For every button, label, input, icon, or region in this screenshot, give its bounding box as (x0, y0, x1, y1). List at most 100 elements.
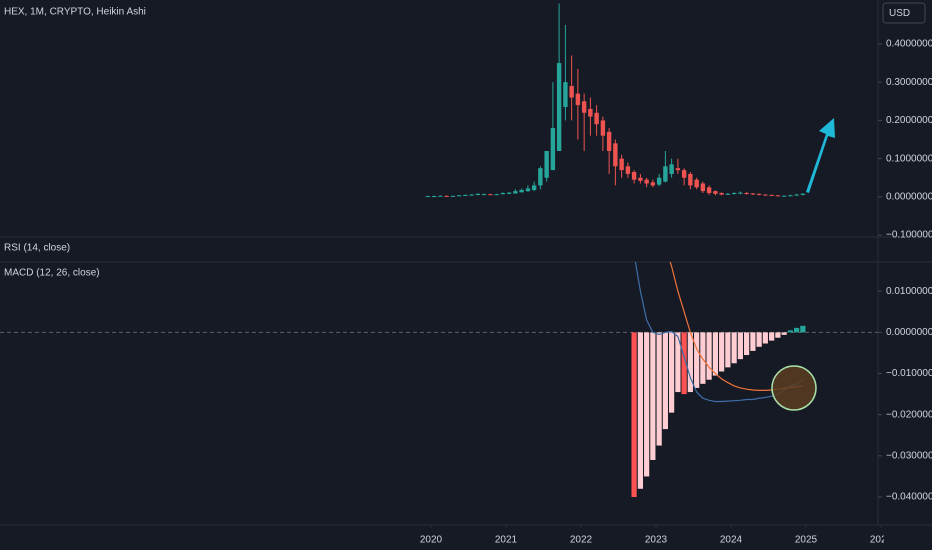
x-tick-label: 2021 (495, 535, 518, 546)
candle-body (563, 82, 568, 108)
candle-body (450, 195, 456, 197)
y-tick-label: 0.2000000 (886, 115, 932, 126)
candle-body (781, 195, 787, 197)
candle-body (700, 183, 706, 192)
histogram-bar (762, 332, 768, 344)
candle-body (431, 196, 437, 198)
candle-body (756, 193, 762, 195)
x-tick-label: 2020 (420, 535, 443, 546)
histogram-bar (787, 330, 794, 333)
histogram-bar (800, 325, 806, 333)
histogram-bar (650, 332, 656, 460)
x-tick-label: 2024 (720, 535, 743, 546)
candle-body (475, 193, 481, 195)
currency-button[interactable]: USD (882, 2, 926, 24)
y-tick-label: 0.0100000 (886, 286, 932, 297)
histogram-bar (744, 332, 750, 356)
candle-body (456, 195, 462, 197)
axes: 0.4000000 0.3000000 0.2000000 0.1000000 0.00… (878, 39, 932, 503)
y-tick-label: −0.0200000 (886, 409, 932, 420)
histogram-bar (631, 332, 637, 498)
y-tick-label: 0.0000000 (886, 192, 932, 203)
histogram-bar (737, 332, 743, 360)
candle-body (525, 188, 531, 192)
candle-body (794, 194, 799, 196)
candle-body (425, 196, 431, 198)
histogram-bar (681, 332, 687, 395)
candle-body (675, 168, 681, 171)
histogram-bar (781, 332, 787, 335)
candle-body (488, 194, 493, 196)
candle-body (513, 191, 518, 194)
candle-body (506, 192, 512, 194)
candle-body (644, 179, 649, 184)
candle-body (575, 93, 581, 106)
candle-body (556, 63, 562, 151)
rsi-title: RSI (14, close) (4, 243, 70, 254)
candle-body (619, 158, 624, 171)
candle-body (500, 193, 506, 195)
currency-label[interactable]: USD (889, 8, 910, 19)
histogram-bar (794, 327, 800, 333)
candle-body (744, 193, 749, 195)
histogram-bar (644, 332, 650, 477)
currency-button-box[interactable] (882, 2, 926, 24)
x-tick-label: 2025 (795, 535, 818, 546)
candle-body (481, 194, 487, 196)
candle-body (800, 193, 806, 195)
candle-body (519, 189, 524, 193)
chart-title: HEX, 1M, CRYPTO, Heikin Ashi (4, 7, 146, 18)
y-tick-label: 0.3000000 (886, 77, 932, 88)
y-tick-label: −0.0400000 (886, 492, 932, 503)
histogram-bar (712, 332, 719, 376)
y-tick-label: 0.0000000 (886, 327, 932, 338)
candle-body (494, 194, 499, 196)
candle-body (438, 195, 443, 197)
candle-body (600, 120, 606, 136)
x-tick-label: 2022 (570, 535, 593, 546)
candle-body (763, 194, 768, 196)
candle-body (663, 166, 668, 182)
histogram-bar (756, 332, 762, 347)
candle-body (538, 168, 543, 186)
y-tick-label: −0.1000000 (886, 230, 932, 241)
histogram-bar (750, 332, 756, 351)
candle-body (750, 193, 756, 195)
histogram-bar (769, 332, 775, 341)
candle-body (706, 187, 712, 194)
candle-body (625, 166, 631, 174)
candle-body (631, 172, 637, 180)
histogram-bar (719, 332, 725, 372)
candle-body (681, 170, 687, 178)
candle-body (719, 193, 724, 195)
y-tick-label: 0.4000000 (886, 39, 932, 50)
candle-body (463, 194, 468, 196)
candle-body (731, 193, 737, 195)
candle-body (656, 177, 662, 185)
candle-body (669, 164, 674, 174)
candle-body (650, 182, 656, 186)
histogram-bar (637, 332, 644, 489)
y-tick-label: −0.0100000 (886, 368, 932, 379)
y-tick-label: −0.0300000 (886, 450, 932, 461)
candle-body (788, 195, 793, 197)
circle-annotation (771, 365, 817, 411)
candle-body (688, 173, 693, 186)
price-pane (425, 3, 806, 198)
candle-body (469, 194, 474, 196)
candle-body (713, 191, 718, 194)
candle-body (606, 131, 612, 151)
histogram-bar (656, 332, 662, 446)
candle-body (638, 177, 643, 181)
candle-body (613, 143, 618, 167)
histogram-bar (706, 332, 712, 380)
candle-body (775, 195, 781, 197)
candle-body (531, 185, 537, 190)
candle-body (569, 86, 574, 98)
candle-body (738, 192, 743, 194)
macd-title: MACD (12, 26, close) (4, 268, 100, 279)
histogram-bar (725, 332, 731, 368)
candle-body (725, 193, 731, 195)
